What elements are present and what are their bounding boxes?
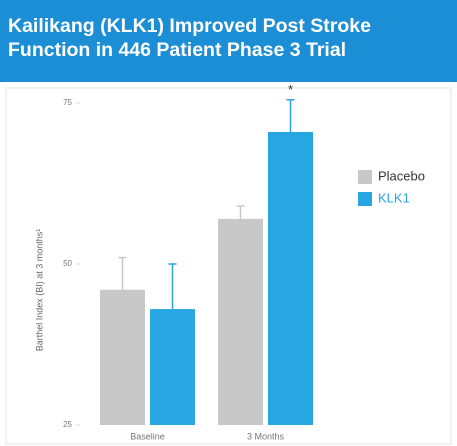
- y-tick-label: 50: [63, 259, 72, 268]
- legend-label: KLK1: [378, 190, 410, 205]
- x-tick-label: 3 Months: [247, 431, 285, 441]
- y-tick-label: 75: [63, 98, 72, 107]
- title-banner: [0, 0, 457, 82]
- bar: [150, 309, 195, 425]
- x-tick-label: Baseline: [130, 431, 165, 441]
- y-tick-label: 25: [63, 420, 72, 429]
- legend-label: Placebo: [378, 168, 425, 183]
- bar: [268, 131, 313, 426]
- annotation: *: [288, 82, 293, 97]
- chart-frame: [5, 87, 452, 445]
- bar: [100, 289, 145, 425]
- legend-swatch: [358, 170, 372, 184]
- bar: [218, 218, 263, 425]
- legend-swatch: [358, 192, 372, 206]
- y-axis-label: Barthel Index (BI) at 3 months¹: [34, 229, 44, 352]
- chart-title: Kailikang (KLK1) Improved Post Stroke Fu…: [8, 15, 371, 61]
